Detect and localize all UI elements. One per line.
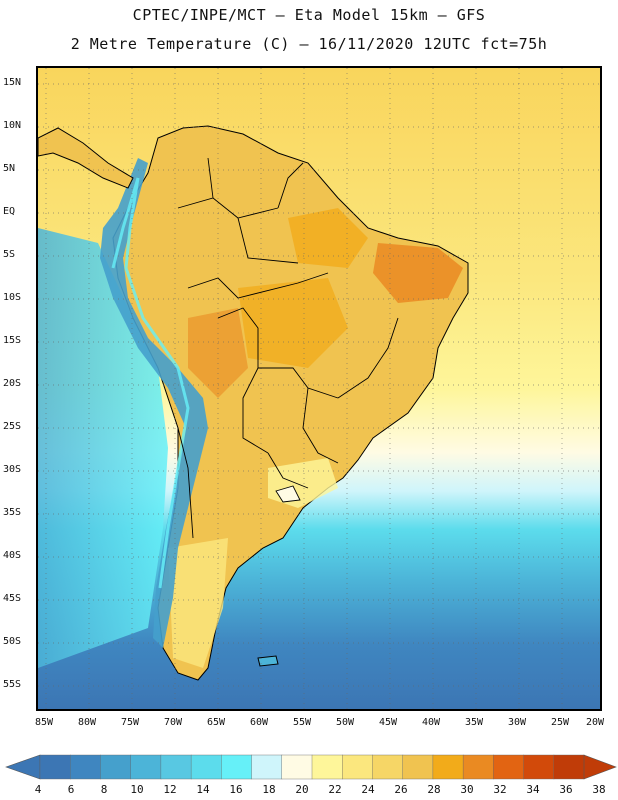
lat-label-15s: 15S [3, 335, 22, 346]
colorbar-cell [281, 754, 313, 780]
lat-label-50s: 50S [3, 636, 22, 647]
colorbar-cell [342, 754, 373, 780]
central-america-land [38, 127, 134, 189]
colorbar-label: 22 [328, 783, 342, 796]
colorbar-cell [553, 754, 585, 780]
lon-label-20w: 20W [585, 717, 605, 728]
lon-label-85w: 85W [34, 717, 54, 728]
colorbar-cells [39, 754, 585, 780]
lat-label-55s: 55S [3, 679, 22, 690]
hot-zone-northeast [373, 243, 463, 303]
lon-label-25w: 25W [550, 717, 570, 728]
colorbar [5, 754, 617, 780]
lon-label-70w: 70W [163, 717, 183, 728]
colorbar-label: 24 [361, 783, 375, 796]
colorbar-label: 26 [394, 783, 408, 796]
lat-label-20s: 20S [3, 378, 22, 389]
lat-label-45s: 45S [3, 593, 22, 604]
colorbar-label: 6 [67, 783, 75, 796]
colorbar-label: 18 [262, 783, 276, 796]
colorbar-label: 14 [196, 783, 210, 796]
lat-label-10n: 10N [3, 120, 22, 131]
temperature-map [36, 66, 602, 711]
lat-label-30s: 30S [3, 464, 22, 475]
colorbar-label: 12 [163, 783, 177, 796]
lat-label-5s: 5S [3, 249, 16, 260]
colorbar-cell [251, 754, 283, 780]
lon-label-50w: 50W [335, 717, 355, 728]
colorbar-cell [221, 754, 253, 780]
colorbar-label: 28 [427, 783, 441, 796]
colorbar-left-arrow [5, 754, 41, 780]
map-subtitle: 2 Metre Temperature (C) – 16/11/2020 12U… [70, 35, 548, 53]
colorbar-right-arrow [583, 754, 617, 780]
colorbar-cell [100, 754, 132, 780]
lon-label-75w: 75W [120, 717, 140, 728]
lat-label-25s: 25S [3, 421, 22, 432]
hot-zone-north [288, 208, 368, 268]
lat-label-35s: 35S [3, 507, 22, 518]
andes-band [100, 158, 208, 648]
colorbar-cell [160, 754, 192, 780]
colorbar-cell [462, 754, 494, 780]
lat-label-eq: EQ [3, 206, 16, 217]
colorbar-label: 32 [493, 783, 507, 796]
colorbar-label: 20 [295, 783, 309, 796]
lon-label-80w: 80W [77, 717, 97, 728]
colorbar-cell [432, 754, 464, 780]
lat-label-5n: 5N [3, 163, 16, 174]
lon-label-35w: 35W [464, 717, 484, 728]
colorbar-label: 4 [34, 783, 42, 796]
colorbar-cell [70, 754, 101, 780]
map-title: CPTEC/INPE/MCT – Eta Model 15km – GFS [132, 6, 486, 24]
lake-patos [275, 485, 301, 503]
colorbar-label: 38 [592, 783, 606, 796]
colorbar-cell [372, 754, 404, 780]
lon-label-55w: 55W [292, 717, 312, 728]
colorbar-cell [493, 754, 525, 780]
graticule [38, 68, 600, 709]
lon-label-60w: 60W [249, 717, 269, 728]
hot-zone-central [238, 278, 348, 368]
colorbar-cell [311, 754, 343, 780]
colorbar-cell [523, 754, 555, 780]
colorbar-label: 16 [229, 783, 243, 796]
lon-label-40w: 40W [421, 717, 441, 728]
map-canvas [38, 68, 600, 709]
colorbar-cell [190, 754, 222, 780]
lat-label-40s: 40S [3, 550, 22, 561]
colorbar-cell [39, 754, 71, 780]
colorbar-cell [130, 754, 162, 780]
country-borders [177, 157, 399, 539]
lat-label-10s: 10S [3, 292, 22, 303]
lon-label-65w: 65W [206, 717, 226, 728]
colorbar-label: 8 [100, 783, 108, 796]
colorbar-label: 10 [130, 783, 144, 796]
falklands [257, 655, 279, 667]
patagonia-zone [168, 538, 228, 668]
colorbar-label: 30 [460, 783, 474, 796]
lat-label-15n: 15N [3, 77, 22, 88]
lon-label-30w: 30W [507, 717, 527, 728]
colorbar-cell [402, 754, 434, 780]
colorbar-label: 36 [559, 783, 573, 796]
colorbar-label: 34 [526, 783, 540, 796]
lon-label-45w: 45W [378, 717, 398, 728]
